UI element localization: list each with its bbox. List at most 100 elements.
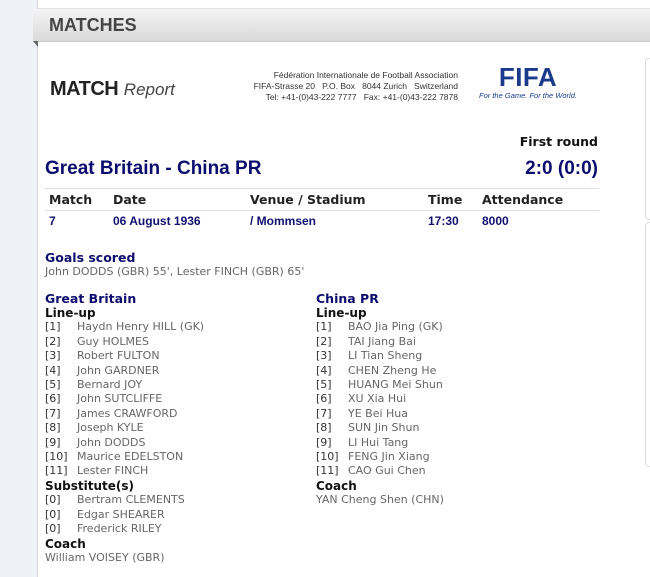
shirt-number: [1] <box>316 320 332 334</box>
player-name: BAO Jia Ping (GK) <box>348 320 443 334</box>
lineup-player: [3] LI Tian Sheng <box>316 349 444 363</box>
player-name: James CRAWFORD <box>77 406 178 420</box>
shirt-number: [7] <box>316 406 332 420</box>
match-report-logo: MATCH Report <box>50 78 175 100</box>
shirt-number: [4] <box>45 363 61 377</box>
player-name: Joseph KYLE <box>77 421 144 435</box>
shirt-number: [9] <box>316 435 332 449</box>
lineup-player: [6] XU Xia Hui <box>316 392 444 406</box>
lineup-heading: Line-up <box>45 306 96 320</box>
lineup-player: [2] TAI Jiang Bai <box>316 335 444 349</box>
shirt-number: [7] <box>45 406 61 420</box>
coach-heading: Coach <box>45 536 86 551</box>
lineup-player: [7] James CRAWFORD <box>45 407 204 421</box>
federation-street: FIFA-Strasse 20 P.O. Box 8044 Zurich Swi… <box>253 81 458 91</box>
player-name: TAI Jiang Bai <box>348 334 416 348</box>
match-title: Great Britain - China PR <box>45 158 262 179</box>
lineup-player: [3] Robert FULTON <box>45 349 204 363</box>
shirt-number: [11] <box>316 464 339 478</box>
shirt-number: [10] <box>45 450 68 464</box>
shirt-number: [0] <box>45 522 61 536</box>
match-venue: / Mommsen <box>250 214 317 228</box>
lineup-player: [11] Lester FINCH <box>45 464 204 478</box>
player-name: John DODDS <box>77 435 146 449</box>
lineup-player: [9] John DODDS <box>45 436 204 450</box>
team-name: China PR <box>316 291 379 306</box>
player-name: Maurice EDELSTON <box>77 450 184 464</box>
match-score: 2:0 (0:0) <box>525 158 598 179</box>
shirt-number: [3] <box>45 349 61 363</box>
team-china-pr: China PR Line-up [1] BAO Jia Ping (GK) [2] TA… <box>316 291 444 508</box>
match-info-table: Match Date Venue / Stadium Time Attendan… <box>45 188 599 232</box>
coach-heading: Coach <box>316 478 357 493</box>
shirt-number: [9] <box>45 435 61 449</box>
table-row: 7 06 August 1936 / Mommsen 17:30 8000 <box>45 211 599 232</box>
substitute-player: [0] Bertram CLEMENTS <box>45 493 204 507</box>
lineup-player: [1] BAO Jia Ping (GK) <box>316 320 444 334</box>
lineup-player: [5] HUANG Mei Shun <box>316 378 444 392</box>
federation-name: Fédération Internationale de Football As… <box>273 70 458 80</box>
player-name: Haydn Henry HILL (GK) <box>77 320 205 334</box>
lineup-player: [10] Maurice EDELSTON <box>45 450 204 464</box>
shirt-number: [8] <box>45 421 61 435</box>
round-label: First round <box>519 134 598 149</box>
shirt-number: [2] <box>316 334 332 348</box>
goals-list: John DODDS (GBR) 55', Lester FINCH (GBR)… <box>45 265 305 278</box>
shirt-number: [11] <box>45 464 68 478</box>
player-name: HUANG Mei Shun <box>348 378 443 392</box>
table-header-row: Match Date Venue / Stadium Time Attendan… <box>45 189 599 211</box>
shirt-number: [10] <box>316 450 339 464</box>
lineup-player: [4] CHEN Zheng He <box>316 364 444 378</box>
player-name: Edgar SHEARER <box>77 507 165 521</box>
player-name: FENG Jin Xiang <box>348 450 430 464</box>
lineup-player: [4] John GARDNER <box>45 364 204 378</box>
shirt-number: [1] <box>45 320 61 334</box>
goals-section: Goals scored John DODDS (GBR) 55', Leste… <box>45 250 304 279</box>
shirt-number: [5] <box>316 378 332 392</box>
player-name: Bertram CLEMENTS <box>77 493 185 507</box>
federation-address: Fédération Internationale de Football As… <box>240 70 458 103</box>
top-divider <box>38 0 650 9</box>
shirt-number: [8] <box>316 421 332 435</box>
col-venue: Venue / Stadium <box>250 192 366 207</box>
player-name: John GARDNER <box>77 363 160 377</box>
fifa-logo: FIFA For the Game. For the World. <box>479 62 577 100</box>
player-name: CAO Gui Chen <box>348 464 426 478</box>
header-notch <box>33 41 38 47</box>
player-name: Lester FINCH <box>77 464 149 478</box>
match-attendance: 8000 <box>482 214 509 228</box>
shirt-number: [2] <box>45 334 61 348</box>
col-match: Match <box>49 192 93 207</box>
right-panel <box>645 222 650 467</box>
goals-heading: Goals scored <box>45 250 136 265</box>
shirt-number: [6] <box>316 392 332 406</box>
team-name: Great Britain <box>45 291 137 306</box>
player-name: YE Bei Hua <box>348 406 409 420</box>
player-name: CHEN Zheng He <box>348 363 437 377</box>
lineup-player: [11] CAO Gui Chen <box>316 464 444 478</box>
lineup-player: [8] Joseph KYLE <box>45 421 204 435</box>
section-header: MATCHES <box>33 9 650 42</box>
right-panel <box>645 58 650 220</box>
col-attendance: Attendance <box>482 192 564 207</box>
substitutes-heading: Substitute(s) <box>45 478 135 493</box>
coach-name: YAN Cheng Shen (CHN) <box>316 493 444 507</box>
shirt-number: [5] <box>45 378 61 392</box>
lineup-player: [1] Haydn Henry HILL (GK) <box>45 320 204 334</box>
section-title: MATCHES <box>49 15 137 35</box>
player-name: John SUTCLIFFE <box>77 392 163 406</box>
player-name: Guy HOLMES <box>77 334 149 348</box>
col-date: Date <box>113 192 147 207</box>
left-sidebar <box>0 0 38 577</box>
player-name: SUN Jin Shun <box>348 421 420 435</box>
player-name: LI Tian Sheng <box>348 349 423 363</box>
lineup-player: [9] LI Hui Tang <box>316 436 444 450</box>
player-name: Robert FULTON <box>77 349 160 363</box>
match-time: 17:30 <box>428 214 459 228</box>
lineup-heading: Line-up <box>316 306 367 320</box>
shirt-number: [4] <box>316 363 332 377</box>
lineup-player: [6] John SUTCLIFFE <box>45 392 204 406</box>
shirt-number: [6] <box>45 392 61 406</box>
substitute-player: [0] Frederick RILEY <box>45 522 204 536</box>
player-name: XU Xia Hui <box>348 392 407 406</box>
